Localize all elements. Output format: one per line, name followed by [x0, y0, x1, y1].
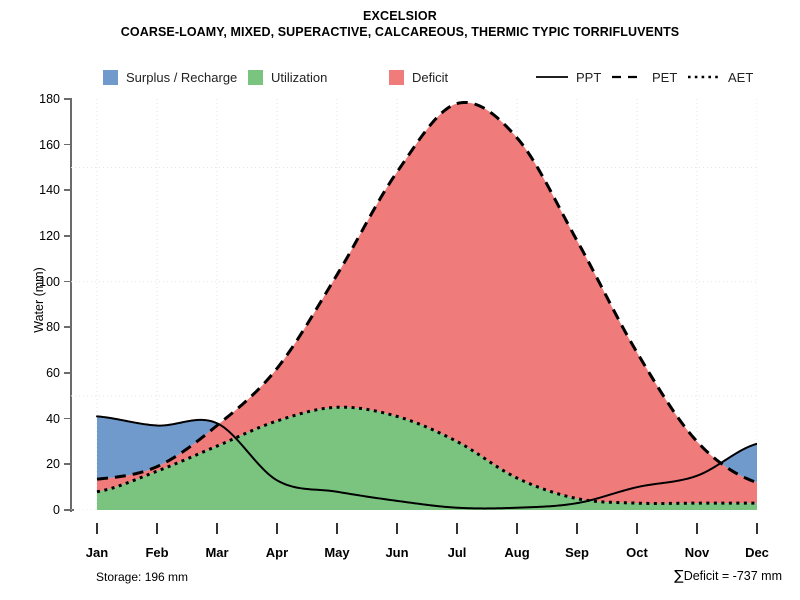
x-tick-mark	[96, 523, 98, 534]
y-tick-label: 160	[39, 137, 60, 152]
dashed-line-icon	[611, 70, 645, 84]
area-utilization	[97, 407, 757, 510]
chart-subtitle: COARSE-LOAMY, MIXED, SUPERACTIVE, CALCAR…	[120, 25, 680, 39]
y-tick-mark	[64, 189, 71, 191]
page-title: EXCELSIOR	[362, 9, 438, 23]
y-tick-mark	[64, 463, 71, 465]
x-tick-mark	[396, 523, 398, 534]
y-tick-label: 20	[46, 457, 60, 472]
storage-annotation: Storage: 196 mm	[96, 570, 189, 584]
x-tick-mark	[216, 523, 218, 534]
x-tick-mark	[756, 523, 758, 534]
y-tick-mark	[64, 509, 71, 511]
chart-title-block: EXCELSIOR COARSE-LOAMY, MIXED, SUPERACTI…	[0, 8, 800, 40]
x-tick-label-nov: Nov	[684, 545, 710, 560]
y-tick-label: 120	[39, 229, 60, 243]
legend-label-utilization: Utilization	[271, 69, 328, 85]
solid-line-icon	[535, 70, 569, 84]
deficit-total-label: Deficit = -737 mm	[683, 569, 782, 583]
x-tick-label-jun: Jun	[385, 545, 409, 560]
x-tick-label-oct: Oct	[626, 545, 648, 560]
legend-item-ppt[interactable]: PPT	[535, 66, 601, 88]
x-tick-mark	[516, 523, 518, 534]
x-tick-label-jan: Jan	[85, 545, 109, 560]
x-tick-label-jul: Jul	[447, 545, 467, 560]
legend-item-aet[interactable]: AET	[687, 66, 753, 88]
x-tick-label-sep: Sep	[565, 545, 589, 560]
x-tick-label-apr: Apr	[265, 545, 289, 560]
x-tick-label-dec: Dec	[745, 545, 769, 560]
y-tick-mark	[64, 143, 71, 146]
legend-label-pet: PET	[652, 69, 678, 85]
x-tick-label-may: May	[324, 545, 350, 560]
legend-swatch-deficit	[389, 69, 404, 85]
y-tick-label: 80	[46, 320, 60, 335]
legend-item-surplus[interactable]: Surplus / Recharge	[103, 66, 237, 88]
y-tick-label: 180	[39, 92, 60, 106]
x-tick-label-aug: Aug	[504, 545, 530, 560]
sigma-icon: ∑	[674, 568, 684, 584]
y-axis-label: Water (mm)	[32, 267, 46, 333]
legend-item-pet[interactable]: PET	[611, 66, 677, 88]
y-tick-label: 0	[53, 503, 60, 517]
area-deficit	[97, 102, 757, 504]
legend-label-deficit: Deficit	[412, 69, 449, 85]
x-tick-mark	[456, 523, 458, 534]
y-tick-label: 140	[39, 183, 60, 198]
legend-swatch-surplus	[103, 69, 118, 85]
y-tick-label: 40	[46, 411, 60, 426]
y-tick-mark	[64, 326, 71, 328]
legend-label-surplus: Surplus / Recharge	[126, 69, 238, 85]
y-axis-spine	[70, 98, 72, 512]
x-axis-spine	[70, 509, 74, 511]
x-tick-mark	[336, 523, 338, 534]
x-tick-mark	[156, 523, 158, 534]
curve-aet	[96, 405, 757, 505]
deficit-annotation: ∑Deficit = -737 mm	[674, 568, 782, 584]
x-tick-mark	[636, 523, 638, 534]
chart-legend: Surplus / Recharge Utilization Deficit P…	[0, 66, 800, 88]
legend-label-aet: AET	[728, 69, 754, 85]
x-tick-mark	[576, 523, 578, 534]
legend-item-deficit[interactable]: Deficit	[389, 66, 448, 88]
y-tick-mark	[64, 417, 71, 420]
x-tick-mark	[696, 523, 698, 534]
legend-item-utilization[interactable]: Utilization	[248, 66, 327, 88]
curve-ppt	[96, 415, 757, 510]
y-tick-label: 100	[39, 274, 60, 289]
x-tick-label-feb: Feb	[145, 545, 169, 560]
y-tick-label: 60	[46, 366, 60, 380]
legend-label-ppt: PPT	[576, 69, 602, 85]
plot-canvas	[71, 99, 757, 510]
y-tick-mark	[64, 235, 71, 237]
x-tick-mark	[276, 523, 278, 534]
x-tick-label-mar: Mar	[205, 545, 229, 560]
y-tick-mark	[64, 372, 71, 374]
y-tick-mark	[64, 98, 71, 100]
dotted-line-icon	[687, 70, 721, 84]
y-tick-mark	[64, 280, 71, 283]
legend-swatch-utilization	[248, 69, 263, 85]
